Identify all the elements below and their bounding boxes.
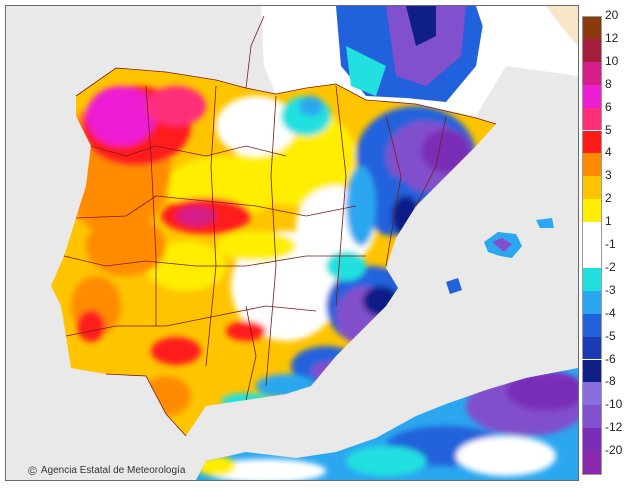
legend-tick-label: -5 <box>605 328 616 343</box>
map-canvas <box>51 6 578 480</box>
color-legend: 20 12 10 8 6 5 4 3 2 1 -1 -2 -3 -4 -5 -6 -8 -10 -12 -20 <box>582 8 622 476</box>
legend-tick-label: 3 <box>605 168 612 183</box>
legend-tick-label: 8 <box>605 76 612 91</box>
balearic-islands <box>446 218 554 294</box>
legend-swatch <box>582 267 602 291</box>
legend-tick-label: 20 <box>605 8 619 22</box>
legend-swatch <box>582 336 602 360</box>
legend-swatch <box>582 405 602 429</box>
legend-tick-label: -20 <box>605 443 623 458</box>
legend-swatch <box>582 61 602 85</box>
legend-tick-label: 1 <box>605 214 612 229</box>
temperature-anomaly-map <box>5 5 579 481</box>
legend-swatch <box>582 382 602 406</box>
legend-swatch <box>582 153 602 177</box>
legend-tick-label: -1 <box>605 237 616 251</box>
legend-swatch <box>582 199 602 223</box>
legend-tick-label: 12 <box>605 30 619 45</box>
legend-swatch <box>582 130 602 154</box>
legend-tick-label: -3 <box>605 282 616 297</box>
legend-tick-label: 10 <box>605 53 619 68</box>
legend-swatch <box>582 176 602 200</box>
legend-swatch <box>582 245 602 268</box>
province-borders <box>63 15 497 437</box>
legend-swatch <box>582 16 602 40</box>
legend-swatch <box>582 222 602 245</box>
legend-tick-label: -4 <box>605 305 616 320</box>
agency-credit-text: Agencia Estatal de Meteorología <box>40 465 186 476</box>
legend-tick-label: 5 <box>605 122 612 137</box>
legend-swatch <box>582 313 602 337</box>
legend-swatch <box>582 451 602 475</box>
legend-tick-label: -6 <box>605 351 616 366</box>
legend-swatch <box>582 359 602 383</box>
legend-tick-label: -2 <box>605 259 616 274</box>
legend-tick-label: -10 <box>605 397 623 412</box>
copyright-circle-icon: © <box>28 463 37 478</box>
legend-swatch <box>582 107 602 131</box>
legend-tick-label: 6 <box>605 99 612 114</box>
legend-swatch <box>582 38 602 62</box>
legend-swatch <box>582 84 602 108</box>
france-region <box>261 6 578 116</box>
legend-tick-label: 4 <box>605 145 612 160</box>
legend-tick-label: -12 <box>605 420 623 435</box>
legend-swatch <box>582 290 602 314</box>
legend-tick-label: -8 <box>605 374 616 389</box>
legend-tick-label: 2 <box>605 191 612 206</box>
agency-credit: © Agencia Estatal de Meteorología <box>28 463 186 478</box>
legend-swatch <box>582 428 602 452</box>
